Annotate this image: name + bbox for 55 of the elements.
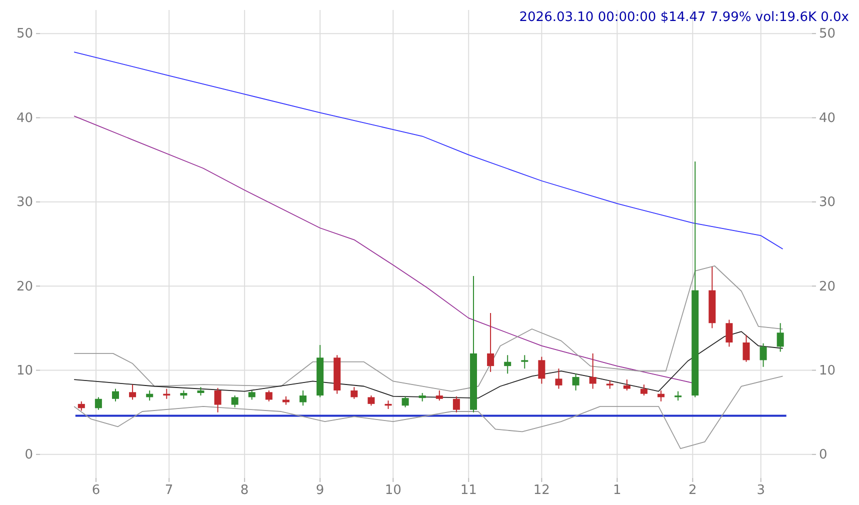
y2-tick-label: 50 [819,26,836,42]
line-series [74,331,784,398]
y-tick-label: 20 [16,279,33,294]
candlestick [231,395,238,408]
candlestick [350,386,358,400]
candlestick [538,356,546,384]
y2-tick-label: 10 [819,363,836,378]
y-tick-label: 10 [16,363,33,378]
candlestick [112,388,119,402]
y2-tick-label: 20 [819,279,836,294]
x-tick-label: 8 [240,483,249,498]
candlestick [640,384,648,396]
y2-tick-label: 40 [819,110,836,126]
candlestick [589,352,596,390]
candlestick [214,387,222,413]
candlestick [94,396,102,410]
x-tick-label: 3 [756,483,765,498]
y-tick-label: 0 [24,448,33,463]
candlestick [402,396,409,408]
candlestick [572,373,580,391]
y-tick-label: 40 [16,110,33,126]
candlestick [555,368,562,390]
line-series [74,52,784,250]
candlestick [504,354,512,374]
candlestick [760,342,767,368]
candlestick [300,390,307,406]
x-tick-label: 11 [460,483,477,498]
candlestick [623,379,630,391]
candlestick [487,312,494,372]
x-tick-label: 7 [164,483,174,498]
y-tick-label: 50 [16,26,33,42]
x-tick-label: 10 [384,483,402,498]
y2-tick-label: 30 [819,195,836,210]
line-series [74,116,694,384]
x-tick-label: 9 [316,483,324,498]
candlestick [368,395,375,406]
candlestick [436,390,443,402]
candlestick [452,396,460,413]
line-series [74,376,784,449]
candlestick [78,400,85,412]
x-tick-label: 12 [533,483,550,498]
candlestick [726,319,733,348]
line-series [74,265,784,392]
x-tick-label: 2 [688,483,697,498]
y2-tick-label: 0 [819,448,828,463]
x-tick-label: 1 [613,483,622,498]
candlestick [742,334,750,362]
candlestick [265,390,272,402]
y-tick-label: 30 [16,195,33,210]
candlestick [521,354,528,370]
candlestick [776,322,784,352]
candlestick [129,384,136,400]
x-tick-label: 6 [92,483,100,498]
candlestick [248,390,256,400]
chart-title: 2026.03.10 00:00:00 $14.47 7.99% vol:19.6K 0.0x [519,10,850,25]
